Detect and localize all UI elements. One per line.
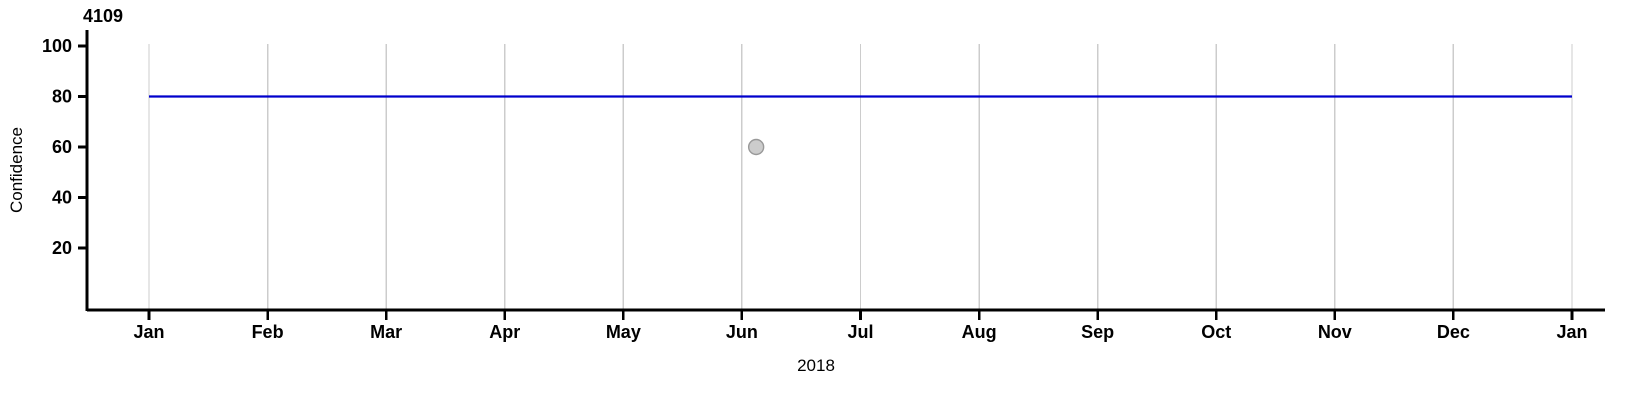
data-points [747, 138, 765, 156]
x-axis-title: 2018 [797, 356, 835, 375]
x-tick-label-dec-11: Dec [1437, 322, 1470, 342]
y-tick-label-20: 20 [52, 238, 72, 258]
x-tick-label-feb-1: Feb [252, 322, 284, 342]
x-tick-label-jul-6: Jul [847, 322, 873, 342]
x-tick-label-aug-7: Aug [962, 322, 997, 342]
y-axis-title: Confidence [7, 127, 26, 213]
x-tick-label-oct-9: Oct [1201, 322, 1231, 342]
x-tick-label-apr-3: Apr [489, 322, 520, 342]
data-point-0[interactable] [747, 138, 765, 156]
x-tick-label-jan-12: Jan [1556, 322, 1587, 342]
x-tick-label-may-4: May [606, 322, 641, 342]
y-tick-label-80: 80 [52, 87, 72, 107]
x-tick-label-nov-10: Nov [1318, 322, 1352, 342]
x-tick-label-jan-0: Jan [133, 322, 164, 342]
chart-title: 4109 [83, 6, 123, 26]
x-tick-label-mar-2: Mar [370, 322, 402, 342]
gridlines [148, 44, 1573, 309]
y-tick-label-60: 60 [52, 137, 72, 157]
x-tick-label-jun-5: Jun [726, 322, 758, 342]
x-tick-label-sep-8: Sep [1081, 322, 1114, 342]
x-axis-ticks: Jan Feb Mar Apr May Jun Jul Aug Sep Oct Nov Dec Jan [133, 310, 1588, 342]
y-tick-label-40: 40 [52, 188, 72, 208]
y-tick-label-100: 100 [42, 36, 72, 56]
y-axis-ticks: 100 80 60 40 20 [42, 36, 88, 258]
